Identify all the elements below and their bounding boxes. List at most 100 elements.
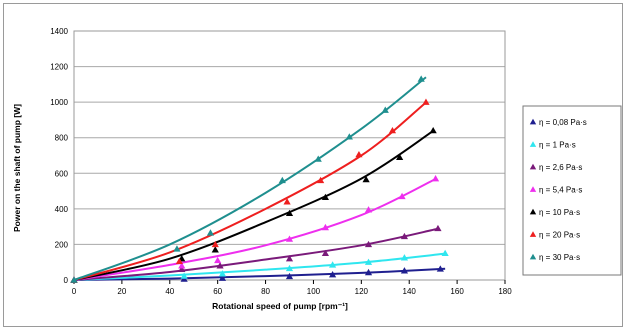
legend: η = 0,08 Pa·s η = 1 Pa·s η = 2,6 Pa·s η = 5… bbox=[529, 118, 587, 262]
data-point bbox=[429, 127, 437, 134]
y-tick-label: 1200 bbox=[50, 63, 68, 72]
data-point bbox=[364, 240, 373, 248]
data-point bbox=[180, 272, 188, 279]
data-point bbox=[364, 268, 373, 276]
data-point bbox=[396, 153, 404, 160]
data-point bbox=[216, 262, 224, 269]
series-3 bbox=[70, 224, 442, 283]
series-line bbox=[73, 252, 446, 281]
x-tick-label: 20 bbox=[117, 287, 126, 296]
data-point bbox=[364, 206, 373, 213]
y-tick-label: 600 bbox=[55, 169, 69, 178]
legend-label: η = 20 Pa·s bbox=[539, 231, 580, 240]
series-4 bbox=[70, 175, 440, 283]
x-axis-title: Rotational speed of pump [rpm⁻¹] bbox=[212, 301, 348, 311]
y-tick-label: 0 bbox=[64, 276, 69, 285]
series-7 bbox=[70, 75, 427, 283]
data-point bbox=[285, 272, 294, 280]
data-point bbox=[381, 106, 389, 113]
data-point bbox=[417, 75, 425, 82]
data-point bbox=[321, 223, 330, 231]
legend-label: η = 2,6 Pa·s bbox=[539, 163, 582, 172]
series-6 bbox=[70, 98, 430, 283]
y-tick-label: 1400 bbox=[50, 27, 68, 36]
series-line bbox=[73, 178, 436, 281]
x-tick-label: 180 bbox=[498, 287, 512, 296]
series-group bbox=[70, 75, 449, 283]
x-tick-label: 160 bbox=[450, 287, 464, 296]
legend-entry: η = 10 Pa·s bbox=[529, 208, 580, 217]
data-point bbox=[400, 232, 409, 240]
legend-label: η = 0,08 Pa·s bbox=[539, 118, 587, 127]
data-point bbox=[329, 261, 337, 268]
data-point bbox=[441, 249, 449, 257]
x-tick-label: 120 bbox=[355, 287, 369, 296]
legend-entry: η = 1 Pa·s bbox=[529, 141, 576, 150]
legend-marker bbox=[529, 118, 537, 125]
data-point bbox=[173, 245, 181, 252]
data-point bbox=[178, 262, 186, 269]
data-point bbox=[70, 276, 78, 283]
axes: 0 200 400 600 800 1000 1200 1400 0 20 40 60 80 100 120… bbox=[50, 27, 512, 296]
data-point bbox=[285, 235, 294, 242]
data-point bbox=[321, 193, 330, 200]
data-point bbox=[211, 246, 219, 253]
data-point bbox=[285, 264, 294, 272]
data-point bbox=[388, 127, 397, 134]
legend-box bbox=[522, 105, 622, 276]
data-point bbox=[285, 209, 294, 216]
x-tick-label: 40 bbox=[165, 287, 174, 296]
data-point bbox=[211, 240, 219, 248]
y-tick-label: 1000 bbox=[50, 98, 68, 107]
data-point bbox=[422, 98, 430, 105]
plot-area bbox=[73, 30, 506, 281]
data-point bbox=[355, 151, 363, 158]
data-point bbox=[400, 254, 409, 261]
x-tick-label: 100 bbox=[307, 287, 321, 296]
data-point bbox=[178, 265, 186, 273]
legend-label: η = 5,4 Pa·s bbox=[539, 186, 582, 195]
series-line bbox=[73, 76, 427, 281]
data-point bbox=[434, 224, 442, 232]
legend-marker bbox=[529, 163, 537, 170]
legend-marker bbox=[529, 141, 537, 147]
legend-marker bbox=[529, 231, 537, 237]
data-point bbox=[436, 265, 444, 272]
legend-label: η = 1 Pa·s bbox=[539, 141, 576, 150]
x-tick-label: 80 bbox=[261, 287, 270, 296]
data-point bbox=[364, 258, 373, 265]
series-line bbox=[73, 227, 439, 281]
data-point bbox=[278, 176, 286, 184]
legend-entry: η = 20 Pa·s bbox=[529, 231, 580, 240]
data-point bbox=[214, 256, 222, 264]
series-line bbox=[73, 267, 446, 281]
data-point bbox=[400, 267, 409, 274]
legend-label: η = 30 Pa·s bbox=[539, 253, 580, 262]
y-axis-title: Power on the shaft of pump [W] bbox=[12, 104, 22, 232]
data-point bbox=[431, 175, 440, 182]
data-point bbox=[317, 176, 325, 184]
legend-label: η = 10 Pa·s bbox=[539, 208, 580, 217]
legend-marker bbox=[529, 208, 537, 215]
data-point bbox=[285, 255, 294, 262]
y-tick-label: 400 bbox=[55, 205, 69, 214]
data-point bbox=[175, 257, 183, 265]
legend-entry: η = 0,08 Pa·s bbox=[529, 118, 587, 127]
x-tick-label: 140 bbox=[403, 287, 417, 296]
data-point bbox=[206, 229, 215, 236]
data-point bbox=[314, 155, 322, 162]
series-line bbox=[73, 130, 434, 281]
x-tick-label: 0 bbox=[72, 287, 77, 296]
data-point bbox=[218, 270, 227, 277]
legend-entry: η = 5,4 Pa·s bbox=[529, 186, 582, 195]
legend-marker bbox=[529, 186, 537, 192]
data-point bbox=[283, 198, 291, 205]
y-tick-label: 200 bbox=[55, 240, 69, 249]
legend-entry: η = 30 Pa·s bbox=[529, 253, 580, 262]
series-line bbox=[73, 101, 427, 281]
legend-marker bbox=[529, 253, 537, 260]
x-tick-label: 60 bbox=[213, 287, 222, 296]
data-point bbox=[362, 175, 370, 183]
